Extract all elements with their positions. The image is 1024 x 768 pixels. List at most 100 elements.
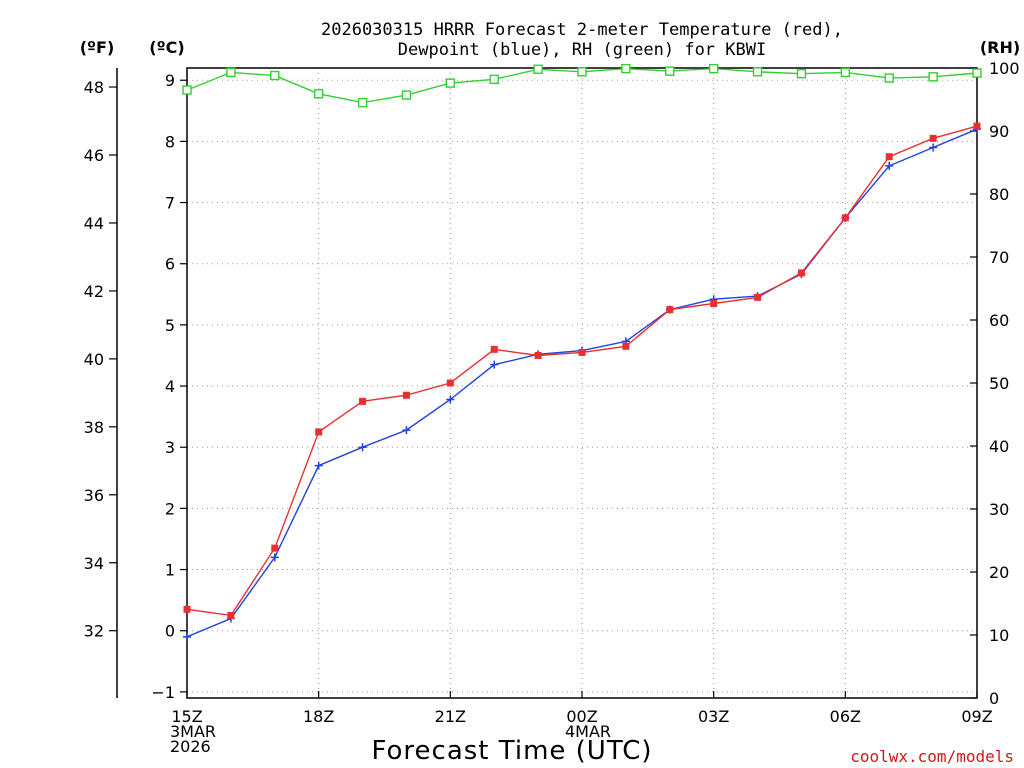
temperature-point xyxy=(402,391,410,399)
rh-point xyxy=(489,74,499,85)
temperature-point xyxy=(227,611,235,619)
fahrenheit-axis-label: (ºF) xyxy=(80,38,115,57)
fahrenheit-tick-label: 46 xyxy=(84,146,104,165)
temperature-line xyxy=(186,125,978,617)
celsius-tick-label: 9 xyxy=(165,71,175,90)
temperature-point xyxy=(885,153,893,161)
rh-point xyxy=(357,97,368,108)
temperature-point xyxy=(929,134,937,142)
rh-series xyxy=(182,63,982,108)
dewpoint-point xyxy=(929,143,938,152)
rh-tick-label: 80 xyxy=(989,185,1009,204)
rh-tick-label: 10 xyxy=(989,626,1009,645)
axes: −101234567893234363840424446480102030405… xyxy=(84,59,1020,708)
celsius-tick-label: 4 xyxy=(165,377,175,396)
dewpoint-point xyxy=(358,443,367,452)
rh-point xyxy=(840,67,851,78)
rh-point xyxy=(401,90,412,100)
celsius-tick-label: −1 xyxy=(151,683,175,702)
temperature-point xyxy=(797,269,805,277)
dewpoint-point xyxy=(885,161,894,170)
rh-point xyxy=(226,67,236,78)
dewpoint-point xyxy=(270,553,279,562)
chart-title-line-2: Dewpoint (blue), RH (green) for KBWI xyxy=(398,40,766,60)
temperature-point xyxy=(754,293,762,301)
temperature-point xyxy=(534,351,542,359)
rh-tick-label: 70 xyxy=(989,248,1009,267)
celsius-tick-label: 2 xyxy=(165,499,175,518)
rh-point xyxy=(270,70,280,81)
fahrenheit-tick-label: 40 xyxy=(84,350,104,369)
temperature-point xyxy=(315,428,323,436)
x-tick-label: 18Z xyxy=(303,707,334,726)
temperature-point xyxy=(359,397,367,405)
fahrenheit-tick-label: 32 xyxy=(84,622,104,641)
temperature-point xyxy=(973,122,981,130)
fahrenheit-tick-label: 42 xyxy=(84,282,104,301)
celsius-tick-label: 0 xyxy=(165,622,175,641)
dewpoint-point xyxy=(490,360,499,369)
rh-point xyxy=(972,68,982,78)
rh-point xyxy=(884,73,894,83)
dewpoint-point xyxy=(314,461,323,470)
celsius-tick-label: 3 xyxy=(165,438,175,457)
rh-tick-label: 50 xyxy=(989,374,1009,393)
x-tick-label: 00Z xyxy=(566,707,597,726)
dewpoint-point xyxy=(402,426,411,435)
x-tick-label: 03Z xyxy=(698,707,729,726)
temperature-point xyxy=(183,605,191,613)
rh-point xyxy=(928,72,938,82)
temperature-series xyxy=(183,122,981,619)
rh-tick-label: 60 xyxy=(989,311,1009,330)
x-tick-label: 21Z xyxy=(435,707,466,726)
rh-tick-label: 40 xyxy=(989,437,1009,456)
fahrenheit-tick-label: 34 xyxy=(84,554,104,573)
temperature-point xyxy=(271,544,279,552)
rh-point xyxy=(708,63,719,74)
rh-point xyxy=(533,64,543,74)
rh-tick-label: 30 xyxy=(989,500,1009,519)
rh-axis-label: (RH) xyxy=(980,38,1020,57)
temperature-point xyxy=(578,348,586,356)
x-tick-label: 15Z xyxy=(171,707,202,726)
rh-point xyxy=(313,89,324,99)
fahrenheit-tick-label: 38 xyxy=(84,418,104,437)
dewpoint-point xyxy=(183,632,191,641)
temperature-point xyxy=(710,299,718,307)
temperature-point xyxy=(446,379,454,387)
gridlines xyxy=(187,68,977,698)
rh-point xyxy=(445,78,456,88)
celsius-tick-label: 8 xyxy=(165,132,175,151)
rh-tick-label: 0 xyxy=(989,689,999,708)
x-tick-label: 06Z xyxy=(830,707,861,726)
celsius-tick-label: 1 xyxy=(165,561,175,580)
x-tick-label: 09Z xyxy=(961,707,992,726)
celsius-tick-label: 5 xyxy=(165,316,175,335)
temperature-point xyxy=(666,306,674,314)
rh-point xyxy=(752,67,763,77)
rh-tick-label: 100 xyxy=(989,59,1020,78)
rh-point xyxy=(577,67,587,77)
rh-tick-label: 20 xyxy=(989,563,1009,582)
x-axis-title: Forecast Time (UTC) xyxy=(371,736,652,766)
temperature-point xyxy=(490,345,498,353)
fahrenheit-tick-label: 48 xyxy=(84,78,104,97)
dewpoint-point xyxy=(446,395,455,404)
site-credit: coolwx.com/models xyxy=(850,747,1014,766)
temperature-point xyxy=(622,342,630,350)
rh-tick-label: 90 xyxy=(989,122,1009,141)
chart-title-line-1: 2026030315 HRRR Forecast 2-meter Tempera… xyxy=(321,20,843,40)
fahrenheit-tick-label: 44 xyxy=(84,214,104,233)
celsius-tick-label: 6 xyxy=(165,255,175,274)
rh-point xyxy=(621,63,631,74)
x-date-label: 2026 xyxy=(170,737,211,756)
x-date-label: 3MAR xyxy=(170,722,216,741)
rh-point xyxy=(182,85,192,95)
rh-point xyxy=(796,68,807,79)
rh-point xyxy=(665,66,675,76)
x-date-label: 4MAR xyxy=(565,722,611,741)
fahrenheit-tick-label: 36 xyxy=(84,486,104,505)
celsius-axis-label: (ºC) xyxy=(149,38,184,57)
